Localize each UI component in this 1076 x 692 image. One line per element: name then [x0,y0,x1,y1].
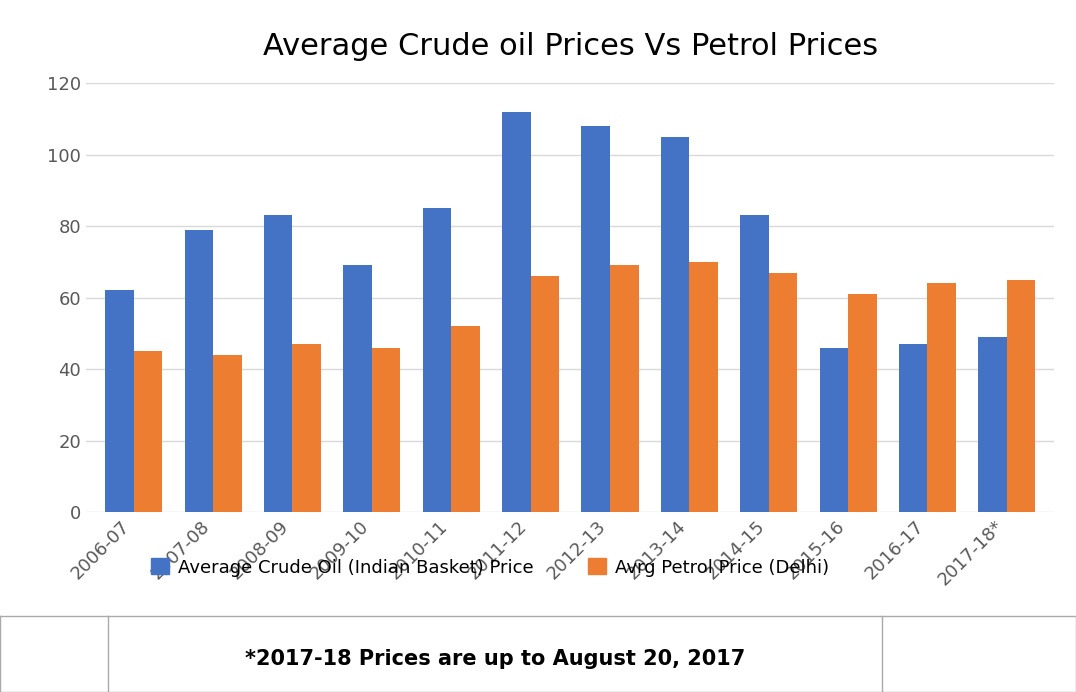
Bar [768,273,797,512]
Bar [740,215,768,512]
Bar [690,262,718,512]
Bar [978,337,1007,512]
Bar [530,276,560,512]
Legend: Average Crude Oil (Indian Basket) Price, Avrg Petrol Price (Delhi): Average Crude Oil (Indian Basket) Price,… [143,551,836,584]
Bar [105,291,133,512]
Bar [898,344,928,512]
Bar [213,355,242,512]
Bar [423,208,451,512]
Bar [1007,280,1035,512]
Bar [928,283,957,512]
Bar [451,326,480,512]
Bar [502,111,530,512]
Bar [610,265,638,512]
Bar [848,294,877,512]
Text: *2017-18 Prices are up to August 20, 2017: *2017-18 Prices are up to August 20, 201… [245,648,745,668]
Bar [820,347,848,512]
Bar [293,344,321,512]
Bar [581,126,610,512]
Title: Average Crude oil Prices Vs Petrol Prices: Average Crude oil Prices Vs Petrol Price… [263,33,878,62]
Bar [661,137,690,512]
Bar [264,215,293,512]
Bar [184,230,213,512]
Bar [133,351,162,512]
Bar [372,347,400,512]
Bar [343,265,372,512]
